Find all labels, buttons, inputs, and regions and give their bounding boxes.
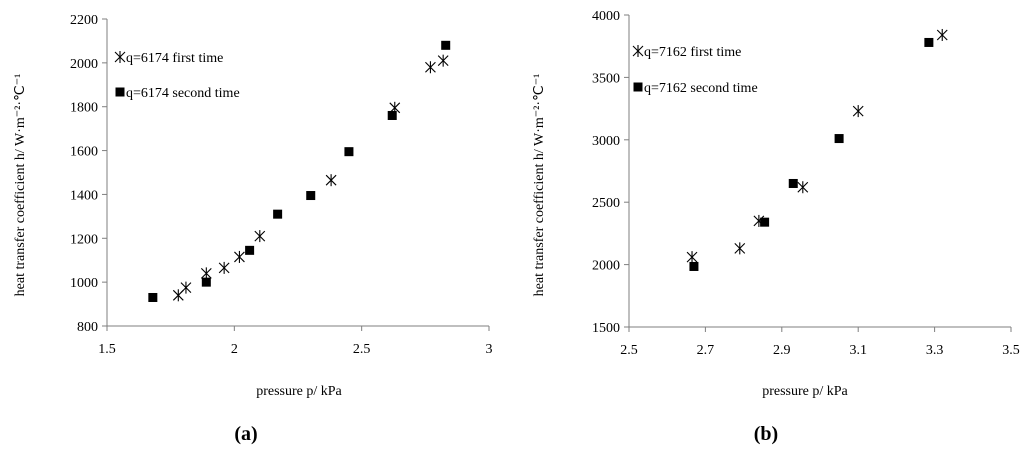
y-tick-label: 800 <box>77 320 98 335</box>
y-tick-label: 2500 <box>592 196 620 211</box>
data-point-star <box>425 61 436 74</box>
y-tick-label: 1400 <box>70 188 98 203</box>
data-point-star <box>180 281 192 294</box>
legend-marker-star <box>632 45 644 57</box>
chart-panel-a: heat transfer coefficient h/ W·m⁻²·℃⁻¹ p… <box>13 13 493 445</box>
x-tick-label: 2.5 <box>353 342 371 357</box>
data-point-star <box>686 251 698 264</box>
data-point-square <box>306 191 316 201</box>
x-tick-label: 3.1 <box>849 343 867 358</box>
legend-entry-label: q=7162 first time <box>644 45 741 60</box>
data-point-star <box>936 28 948 41</box>
x-tick-label: 3 <box>486 342 493 357</box>
y-tick-label: 2000 <box>592 259 620 274</box>
x-axis-label-a: pressure p/ kPa <box>256 384 342 399</box>
y-tick-label: 1200 <box>70 232 98 247</box>
y-axis-label-b: heat transfer coefficient h/ W·m⁻²·℃⁻¹ <box>532 74 547 297</box>
y-tick-label: 2000 <box>70 57 98 72</box>
legend-marker-square <box>115 87 125 97</box>
legend-b: q=7162 first time q=7162 second time <box>632 45 758 96</box>
data-point-star <box>852 105 864 118</box>
data-point-star <box>218 261 230 274</box>
data-point-star <box>797 181 809 194</box>
panel-label-a: (a) <box>234 423 257 445</box>
panel-label-b: (b) <box>754 423 778 445</box>
legend-entry-label: q=7162 second time <box>644 81 758 96</box>
data-point-square <box>245 245 255 255</box>
data-point-square <box>834 134 844 144</box>
x-tick-label: 2.9 <box>773 343 791 358</box>
y-axis-label-a: heat transfer coefficient h/ W·m⁻²·℃⁻¹ <box>13 74 28 297</box>
legend-entry-label: q=6174 second time <box>126 86 240 101</box>
y-tick-label: 2200 <box>70 13 98 28</box>
y-tick-label: 1600 <box>70 145 98 160</box>
y-tick-label: 1000 <box>70 276 98 291</box>
data-point-star <box>437 54 449 67</box>
data-point-square <box>924 37 934 47</box>
data-point-square <box>387 110 397 120</box>
data-point-square <box>760 217 770 227</box>
legend-marker-star <box>114 51 126 63</box>
x-tick-label: 1.5 <box>98 342 116 357</box>
x-tick-label: 3.3 <box>926 343 944 358</box>
data-point-square <box>441 40 451 50</box>
data-point-star <box>200 267 212 280</box>
data-point-square <box>273 209 283 219</box>
y-tick-label: 4000 <box>592 9 620 24</box>
legend-marker-square <box>633 82 643 92</box>
x-tick-label: 2 <box>231 342 238 357</box>
chart-panel-b: heat transfer coefficient h/ W·m⁻²·℃⁻¹ p… <box>532 9 1020 445</box>
x-axis-label-b: pressure p/ kPa <box>762 384 848 399</box>
data-point-star <box>254 230 266 243</box>
data-point-square <box>788 178 798 188</box>
y-tick-label: 1800 <box>70 101 98 116</box>
y-tick-label: 1500 <box>592 321 620 336</box>
data-point-square <box>344 147 354 157</box>
x-tick-label: 2.7 <box>697 343 715 358</box>
x-tick-label: 2.5 <box>620 343 638 358</box>
y-tick-label: 3500 <box>592 71 620 86</box>
data-point-star <box>325 174 337 187</box>
data-point-star <box>234 250 245 263</box>
legend-a: q=6174 first time q=6174 second time <box>114 51 240 101</box>
legend-entry-label: q=6174 first time <box>126 51 223 66</box>
data-point-star <box>734 242 746 255</box>
data-point-square <box>689 261 699 271</box>
x-tick-label: 3.5 <box>1002 343 1020 358</box>
data-point-square <box>148 292 158 302</box>
y-tick-label: 3000 <box>592 134 620 149</box>
data-point-square <box>201 277 211 287</box>
